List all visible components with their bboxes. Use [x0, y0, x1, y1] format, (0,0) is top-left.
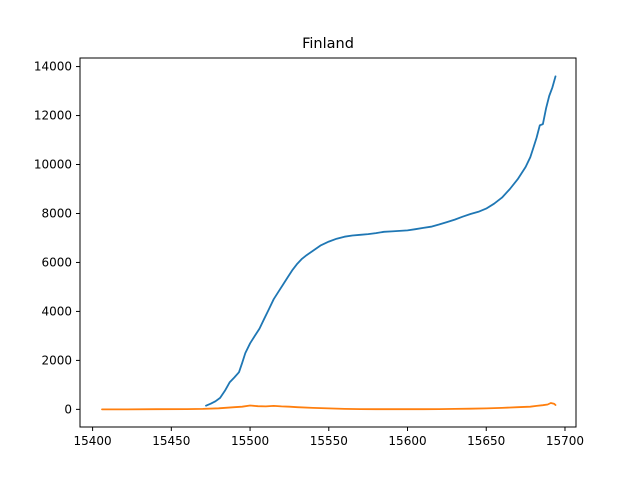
series-layer — [101, 75, 557, 411]
x-tick-label: 15400 — [74, 434, 112, 448]
x-axis: 15400 15450 15500 15550 15600 15650 15700 — [74, 427, 584, 448]
y-tick-label: 0 — [64, 402, 72, 416]
x-tick-label: 15550 — [310, 434, 348, 448]
x-tick-label: 15500 — [231, 434, 269, 448]
y-axis: 0 2000 4000 6000 8000 10000 12000 14000 — [34, 60, 80, 416]
x-tick-label: 15450 — [152, 434, 190, 448]
y-tick-label: 10000 — [34, 158, 72, 172]
plot-frame — [79, 57, 577, 428]
chart-title: Finland — [302, 36, 354, 52]
y-tick-label: 6000 — [41, 255, 72, 269]
x-tick-label: 15600 — [388, 434, 426, 448]
y-tick-label: 14000 — [34, 60, 72, 74]
y-tick-label: 2000 — [41, 353, 72, 367]
x-tick-label: 15650 — [467, 434, 505, 448]
series-2-line — [101, 402, 557, 411]
series-1-line — [205, 75, 557, 407]
y-tick-label: 4000 — [41, 304, 72, 318]
x-tick-label: 15700 — [546, 434, 584, 448]
y-tick-label: 12000 — [34, 109, 72, 123]
y-tick-label: 8000 — [41, 206, 72, 220]
